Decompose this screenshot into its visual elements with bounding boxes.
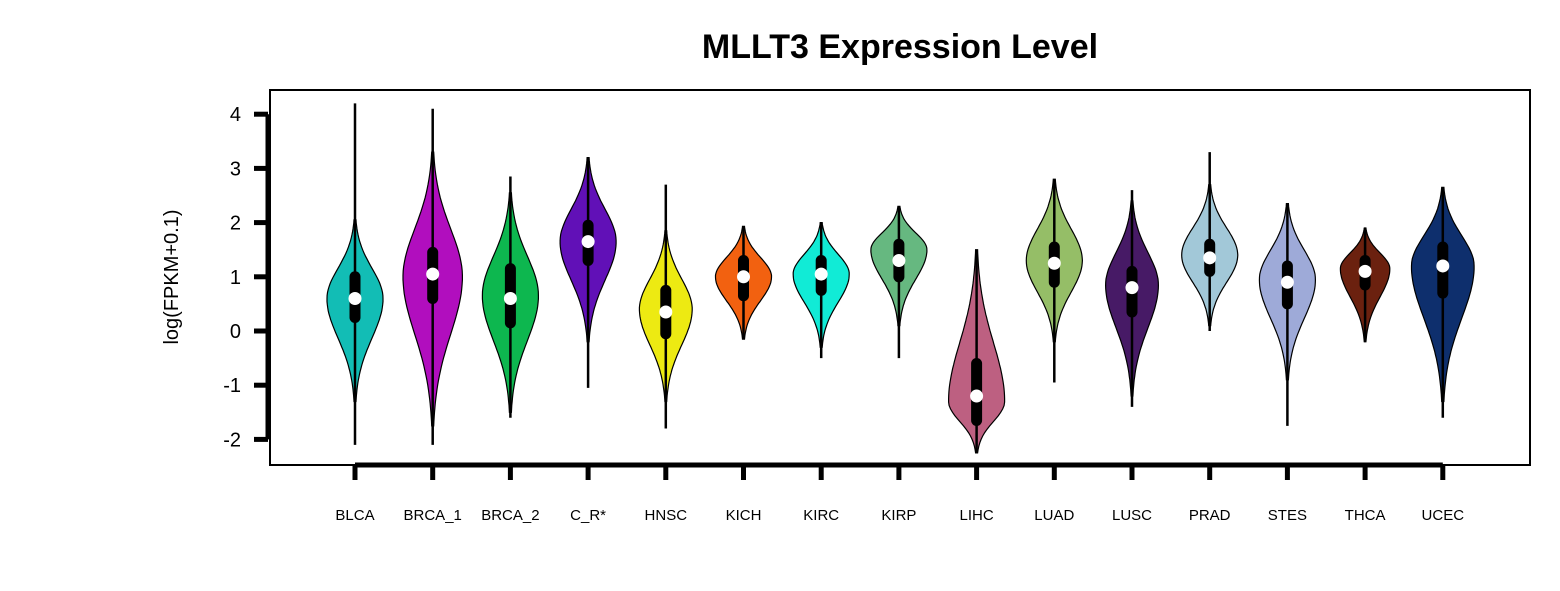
- x-tick-label: STES: [1268, 507, 1307, 524]
- violin-median-point: [892, 254, 906, 268]
- y-tick-label: -2: [223, 429, 241, 451]
- y-axis-label: log(FPKM+0.1): [161, 209, 183, 344]
- violin-median-point: [1358, 264, 1372, 278]
- violin-kich: [714, 225, 773, 340]
- violins: [326, 103, 1475, 454]
- x-tick-label: LUAD: [1034, 507, 1074, 524]
- x-tick-label: KIRC: [803, 507, 839, 524]
- violin-median-point: [581, 235, 595, 249]
- x-tick-label: THCA: [1345, 507, 1386, 524]
- chart-title: MLLT3 Expression Level: [702, 28, 1098, 66]
- violin-median-point: [1436, 259, 1450, 273]
- y-tick-label: 2: [230, 213, 241, 235]
- y-tick-label: -1: [223, 375, 241, 397]
- violin-brca-1: [402, 108, 463, 445]
- violin-lusc: [1104, 190, 1160, 407]
- x-tick-label: BLCA: [335, 507, 374, 524]
- violin-median-point: [737, 270, 750, 284]
- x-tick-label: KICH: [726, 507, 762, 524]
- violin-prad: [1181, 152, 1239, 331]
- violin-median-point: [1203, 251, 1217, 265]
- y-tick-label: 3: [230, 158, 241, 180]
- x-tick-label: BRCA_1: [404, 507, 462, 524]
- violin-hnsc: [638, 184, 693, 429]
- violin-kirp: [870, 205, 928, 359]
- violin-c-r-: [559, 157, 617, 388]
- violin-median-point: [348, 291, 362, 305]
- violin-lihc: [948, 249, 1006, 454]
- x-tick-label: BRCA_2: [481, 507, 539, 524]
- violin-blca: [326, 103, 384, 445]
- violin-median-point: [970, 389, 984, 403]
- x-axis: BLCA BRCA_1 BRCA_2 C_R* HNSC KICH KIRC KIRP LIHC…: [335, 462, 1465, 524]
- violin-luad: [1025, 178, 1084, 383]
- x-tick-label: LIHC: [960, 507, 994, 524]
- y-tick-label: 0: [230, 321, 241, 343]
- x-tick-label: LUSC: [1112, 507, 1152, 524]
- violin-thca: [1339, 227, 1391, 343]
- violin-median-point: [1047, 256, 1061, 270]
- y-tick-label: 1: [230, 267, 241, 289]
- violin-kirc: [792, 222, 850, 359]
- violin-ucec: [1410, 186, 1475, 418]
- x-tick-label: PRAD: [1189, 507, 1231, 524]
- x-tick-label: UCEC: [1422, 507, 1465, 524]
- y-tick-label: 4: [230, 104, 241, 126]
- violin-median-point: [1125, 281, 1139, 295]
- violin-median-point: [1280, 275, 1294, 289]
- violin-median-point: [659, 305, 673, 319]
- violin-median-point: [426, 267, 440, 281]
- violin-median-point: [814, 267, 828, 281]
- violin-stes: [1258, 203, 1317, 426]
- violin-brca-2: [481, 176, 539, 418]
- x-tick-label: C_R*: [570, 507, 606, 524]
- y-axis: -2 -1 0 1 2 3 4: [223, 104, 271, 451]
- x-tick-label: HNSC: [645, 507, 688, 524]
- violin-median-point: [503, 291, 517, 305]
- x-tick-label: KIRP: [881, 507, 916, 524]
